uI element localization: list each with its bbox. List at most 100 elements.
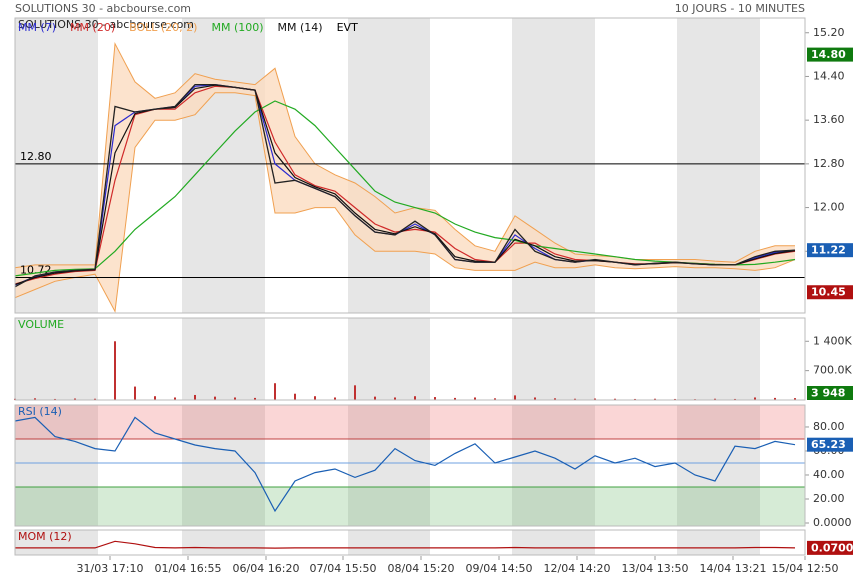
day-shade [182, 318, 265, 400]
reference-label: 12.80 [20, 150, 52, 163]
y-tick-label: 700.0K [813, 364, 852, 377]
day-shade [182, 405, 265, 526]
volume-bar [174, 397, 176, 400]
overbought-zone [15, 405, 805, 439]
panel-border [14, 529, 806, 556]
moving-average [14, 100, 796, 277]
volume-bar [434, 397, 436, 400]
price-badge-label: 3 948 [811, 387, 845, 400]
volume-bar [54, 398, 56, 400]
price-badge-label: 65.23 [811, 438, 846, 451]
price-badge-label: 10.45 [811, 286, 846, 299]
indicator-line [15, 540, 796, 549]
day-shade [348, 530, 430, 555]
volume-bar [634, 398, 636, 400]
price-badge [807, 540, 853, 555]
volume-bar [194, 394, 196, 400]
panel-title: MOM (12) [18, 530, 72, 543]
volume-bar [294, 393, 296, 400]
volume-bar [254, 397, 256, 400]
chart-subtitle: 10 JOURS - 10 MINUTES [675, 2, 805, 15]
volume-bar [314, 396, 316, 400]
volume-bar [454, 397, 456, 400]
legend-entry: MM (7) [18, 21, 56, 34]
x-tick-label: 14/04 13:21 [700, 562, 767, 575]
chart-title: SOLUTIONS 30 - abcbourse.com [15, 2, 191, 15]
oversold-zone [15, 486, 805, 526]
day-shade [512, 18, 595, 313]
panel-border [14, 17, 806, 314]
price-line [14, 83, 796, 288]
panel-title: VOLUME [18, 318, 64, 331]
price-badge [807, 386, 853, 400]
volume-bar [794, 398, 796, 400]
legend-entry: BOLL (20, 2) [129, 21, 197, 34]
legend-entry: MM (100) [211, 21, 263, 34]
day-shade [348, 18, 430, 313]
day-shade [15, 405, 98, 526]
y-tick-label: 12.00 [813, 201, 845, 214]
volume-bar [134, 386, 136, 400]
volume-bar [374, 396, 376, 400]
day-shade [15, 318, 98, 400]
volume-bar [74, 398, 76, 400]
volume-bar [594, 398, 596, 400]
x-tick-label: 31/03 17:10 [77, 562, 144, 575]
day-shade [677, 530, 760, 555]
volume-bar [574, 398, 576, 400]
price-badge-label: 14.80 [811, 48, 846, 61]
y-tick-label: 40.00 [813, 468, 845, 481]
volume-bar [674, 398, 676, 400]
legend-entry: EVT [337, 21, 358, 34]
x-tick-label: 07/04 15:50 [310, 562, 377, 575]
volume-bar [474, 397, 476, 400]
x-tick-label: 06/04 16:20 [233, 562, 300, 575]
volume-bar [354, 385, 356, 400]
day-shade [348, 405, 430, 526]
volume-bar [714, 398, 716, 400]
x-tick-label: 15/04 12:50 [772, 562, 839, 575]
volume-bar [774, 397, 776, 400]
bollinger-lower [14, 92, 796, 314]
price-badge [807, 47, 853, 62]
price-badge-label: 0.0700 [811, 541, 854, 554]
volume-bar [394, 397, 396, 400]
y-tick-label: 12.80 [813, 157, 845, 170]
volume-bar [274, 383, 276, 400]
day-shade [182, 530, 265, 555]
volume-bar [154, 396, 156, 400]
day-shade [348, 318, 430, 400]
volume-bar [494, 398, 496, 400]
x-tick-label: 12/04 14:20 [544, 562, 611, 575]
price-badge [807, 285, 853, 300]
volume-bar [34, 398, 36, 400]
y-tick-label: 1 400K [813, 334, 852, 347]
y-tick-label: 80.00 [813, 420, 845, 433]
price-badge-label: 11.22 [811, 244, 846, 257]
bollinger-upper [14, 41, 795, 269]
x-tick-label: 09/04 14:50 [466, 562, 533, 575]
volume-bar [94, 398, 96, 400]
day-shade [677, 318, 760, 400]
volume-bar [234, 397, 236, 400]
day-shade [512, 530, 595, 555]
x-tick-label: 01/04 16:55 [155, 562, 222, 575]
x-tick-label: 13/04 13:50 [622, 562, 689, 575]
legend-entry: MM (14) [278, 21, 323, 34]
volume-bar [554, 398, 556, 400]
indicator-line [14, 416, 796, 513]
day-shade [512, 318, 595, 400]
reference-label: 10.72 [20, 263, 52, 276]
y-tick-label: 0.0000 [813, 516, 852, 529]
panel-title: RSI (14) [18, 405, 62, 418]
volume-bar [114, 341, 116, 400]
day-shade [677, 405, 760, 526]
panel-title: SOLUTIONS 30 - abcbourse.com [18, 18, 194, 31]
y-tick-label: 20.00 [813, 492, 845, 505]
volume-bar [654, 398, 656, 400]
volume-bar [734, 398, 736, 400]
volume-bar [534, 397, 536, 400]
day-shade [15, 530, 98, 555]
panel-border [14, 317, 806, 401]
